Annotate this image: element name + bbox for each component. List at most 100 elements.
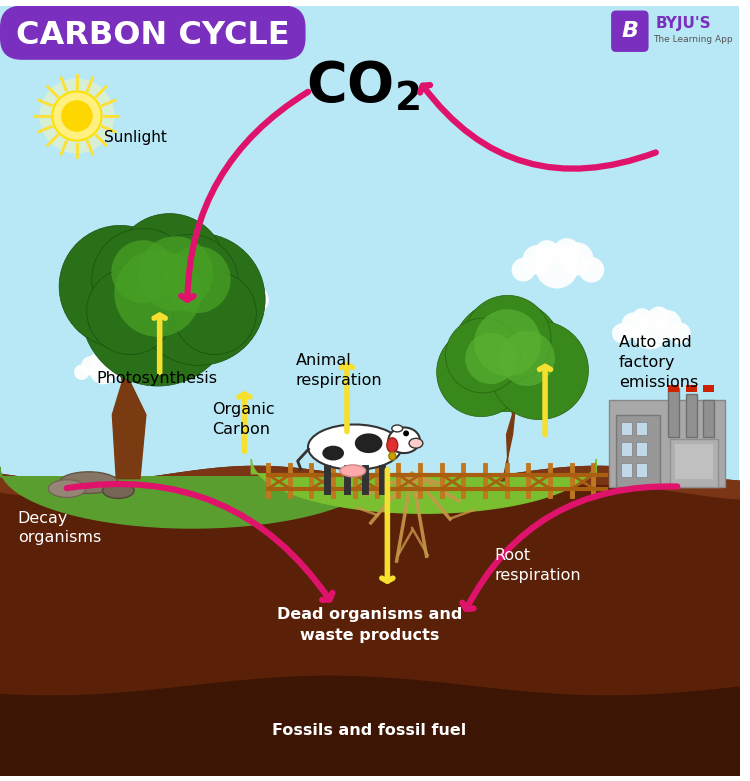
Circle shape bbox=[452, 299, 564, 412]
Circle shape bbox=[536, 245, 578, 288]
Text: Root
respiration: Root respiration bbox=[495, 548, 581, 583]
Bar bbox=[675, 444, 712, 479]
Ellipse shape bbox=[308, 425, 402, 470]
Circle shape bbox=[101, 351, 118, 369]
Circle shape bbox=[446, 318, 520, 393]
Circle shape bbox=[578, 257, 604, 283]
Ellipse shape bbox=[355, 433, 382, 453]
Bar bbox=[703, 385, 713, 392]
Bar bbox=[670, 439, 718, 487]
Bar bbox=[621, 463, 632, 476]
Circle shape bbox=[238, 284, 268, 316]
FancyBboxPatch shape bbox=[611, 10, 649, 52]
Ellipse shape bbox=[392, 425, 403, 432]
Text: Organic
Carbon: Organic Carbon bbox=[212, 402, 274, 437]
Circle shape bbox=[632, 308, 653, 330]
Bar bbox=[609, 400, 725, 487]
Circle shape bbox=[173, 272, 256, 355]
Circle shape bbox=[112, 241, 175, 303]
Circle shape bbox=[523, 245, 552, 275]
Circle shape bbox=[464, 295, 551, 382]
Circle shape bbox=[465, 333, 517, 384]
Bar bbox=[636, 442, 646, 456]
Circle shape bbox=[669, 323, 691, 344]
Polygon shape bbox=[0, 467, 385, 528]
Ellipse shape bbox=[388, 427, 420, 453]
Circle shape bbox=[474, 309, 541, 376]
Text: Sunlight: Sunlight bbox=[104, 130, 167, 145]
Circle shape bbox=[164, 246, 231, 313]
Ellipse shape bbox=[409, 438, 423, 448]
Circle shape bbox=[140, 234, 238, 333]
Polygon shape bbox=[501, 395, 517, 480]
Circle shape bbox=[81, 232, 235, 386]
Bar bbox=[636, 422, 646, 435]
Bar bbox=[621, 442, 632, 456]
Circle shape bbox=[106, 355, 128, 376]
Bar bbox=[703, 400, 713, 437]
Circle shape bbox=[89, 356, 118, 384]
Ellipse shape bbox=[340, 465, 366, 476]
Bar bbox=[668, 385, 679, 392]
Polygon shape bbox=[251, 459, 596, 513]
Circle shape bbox=[59, 226, 182, 348]
Circle shape bbox=[632, 312, 669, 349]
Circle shape bbox=[114, 250, 201, 337]
Circle shape bbox=[207, 262, 240, 295]
Circle shape bbox=[436, 328, 525, 416]
Text: Dead organisms and
waste products: Dead organisms and waste products bbox=[277, 607, 462, 643]
Circle shape bbox=[621, 312, 646, 337]
FancyBboxPatch shape bbox=[0, 5, 305, 60]
Circle shape bbox=[653, 310, 682, 338]
Circle shape bbox=[61, 100, 93, 132]
Ellipse shape bbox=[48, 480, 86, 497]
Circle shape bbox=[490, 321, 589, 419]
Text: Animal
respiration: Animal respiration bbox=[296, 353, 382, 387]
Circle shape bbox=[74, 365, 89, 380]
Text: Fossils and fossil fuel: Fossils and fossil fuel bbox=[272, 722, 466, 737]
Circle shape bbox=[560, 242, 593, 276]
Circle shape bbox=[92, 228, 194, 331]
Ellipse shape bbox=[387, 438, 398, 453]
Polygon shape bbox=[0, 5, 740, 776]
Text: The Learning App: The Learning App bbox=[653, 34, 733, 44]
Circle shape bbox=[647, 307, 670, 330]
Circle shape bbox=[612, 323, 632, 344]
Text: Photosynthesis: Photosynthesis bbox=[97, 371, 218, 386]
Circle shape bbox=[553, 238, 580, 266]
Bar bbox=[636, 463, 646, 476]
Bar bbox=[686, 394, 697, 437]
Circle shape bbox=[500, 331, 555, 386]
Bar bbox=[686, 385, 697, 392]
Text: Decay
organisms: Decay organisms bbox=[18, 511, 101, 545]
Text: B: B bbox=[621, 21, 638, 41]
Circle shape bbox=[87, 268, 173, 355]
Circle shape bbox=[88, 353, 106, 369]
Circle shape bbox=[138, 236, 213, 311]
Circle shape bbox=[215, 267, 256, 307]
Ellipse shape bbox=[322, 446, 344, 461]
Circle shape bbox=[113, 213, 226, 326]
Circle shape bbox=[534, 241, 560, 266]
Ellipse shape bbox=[59, 472, 118, 494]
Text: Auto and
factory
emissions: Auto and factory emissions bbox=[619, 335, 698, 390]
Circle shape bbox=[404, 430, 409, 437]
Bar bbox=[616, 415, 661, 487]
Circle shape bbox=[186, 270, 238, 323]
Circle shape bbox=[158, 286, 186, 314]
Circle shape bbox=[40, 79, 114, 153]
Ellipse shape bbox=[103, 483, 134, 498]
Circle shape bbox=[184, 265, 215, 295]
Circle shape bbox=[170, 270, 206, 306]
Polygon shape bbox=[101, 351, 146, 479]
Ellipse shape bbox=[388, 452, 396, 460]
Circle shape bbox=[81, 356, 100, 376]
Text: CARBON CYCLE: CARBON CYCLE bbox=[16, 20, 290, 51]
Text: BYJU'S: BYJU'S bbox=[656, 16, 711, 30]
Circle shape bbox=[118, 364, 134, 380]
Bar bbox=[668, 388, 679, 437]
Circle shape bbox=[53, 91, 101, 141]
Bar bbox=[621, 422, 632, 435]
Circle shape bbox=[133, 234, 266, 366]
Circle shape bbox=[512, 258, 536, 282]
